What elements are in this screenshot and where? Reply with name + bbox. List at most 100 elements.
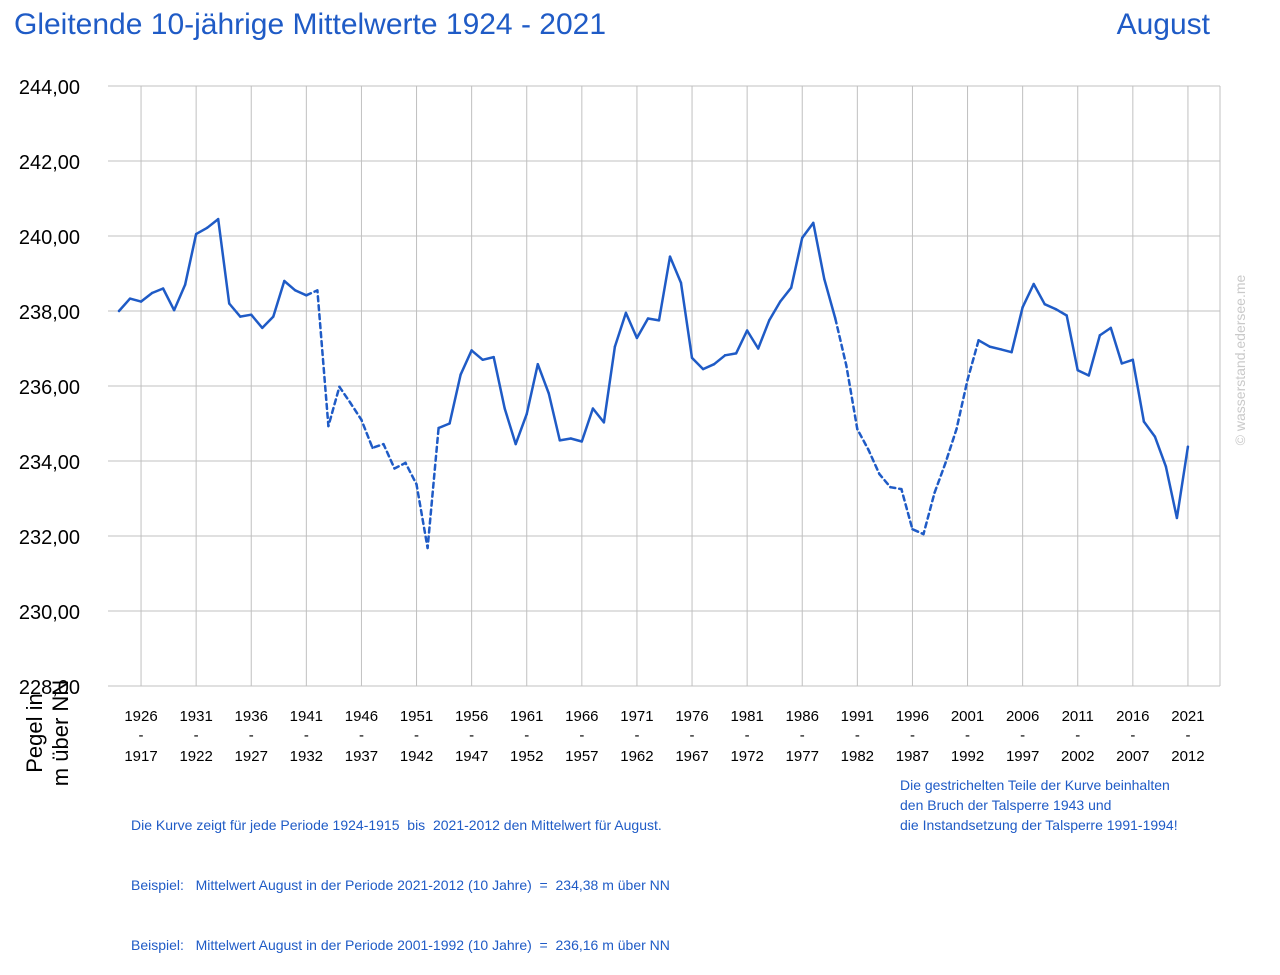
data-point (1131, 358, 1135, 361)
series-line-dashed (834, 317, 980, 536)
data-point (183, 283, 187, 286)
data-point (690, 356, 694, 360)
data-point (150, 291, 154, 295)
y-tick-label: 240,00 (19, 227, 80, 249)
data-point (889, 486, 892, 489)
data-point (977, 339, 980, 342)
x-tick-label-top: 2011 (1062, 708, 1094, 725)
x-tick-separator: - (1185, 727, 1190, 744)
data-point (635, 336, 639, 340)
data-point (734, 352, 738, 355)
data-point (525, 412, 528, 416)
x-tick-label-bottom: 1967 (675, 748, 708, 765)
x-tick-label-bottom: 2007 (1116, 748, 1149, 765)
data-point (393, 467, 396, 470)
data-point (1076, 369, 1079, 372)
x-tick-separator: - (800, 727, 805, 744)
data-point (723, 354, 727, 357)
watermark: © wasserstand.edersee.me (1232, 274, 1248, 446)
data-point (1109, 326, 1113, 330)
data-point (999, 348, 1002, 351)
series-line-solid (117, 217, 308, 330)
y-tick-label: 236,00 (19, 377, 80, 399)
grid (108, 85, 1221, 687)
y-tick-label: 244,00 (19, 77, 80, 99)
data-point (900, 487, 903, 491)
data-point (1142, 420, 1146, 423)
x-tick-label-bottom: 1922 (179, 748, 212, 765)
x-tick-label-top: 1971 (620, 708, 653, 725)
data-point (801, 236, 804, 240)
x-tick-label-bottom: 1937 (345, 748, 378, 765)
x-tick-separator: - (249, 727, 254, 744)
y-tick-label: 238,00 (19, 302, 80, 324)
y-tick-label: 232,00 (19, 527, 80, 549)
data-point (1175, 516, 1179, 520)
data-point (624, 311, 628, 315)
data-point (1153, 435, 1157, 438)
data-point (1032, 282, 1035, 286)
data-point (580, 440, 584, 443)
x-tick-separator: - (139, 727, 144, 744)
x-tick-label-top: 1941 (290, 708, 323, 725)
data-point (1164, 465, 1168, 468)
note-left-line: Beispiel: Mittelwert August in der Perio… (131, 877, 670, 893)
data-point (338, 385, 341, 388)
y-axis-label: Pegel in m über NN (22, 633, 78, 833)
x-tick-label-top: 2021 (1171, 708, 1204, 725)
note-right-line: Die gestrichelten Teile der Kurve beinha… (900, 777, 1170, 793)
data-point (955, 427, 958, 431)
x-tick-label-bottom: 1982 (841, 748, 874, 765)
data-point (360, 418, 363, 421)
line-chart: 228,00 230,00 232,00 234,00 236,00 238,00 240,… (19, 77, 1221, 765)
data-point (944, 461, 947, 465)
x-tick-label-top: 1986 (786, 708, 819, 725)
x-tick-separator: - (304, 727, 309, 744)
data-point (426, 546, 429, 550)
x-tick-label-top: 1981 (730, 708, 763, 725)
x-tick-label-bottom: 1962 (620, 748, 653, 765)
data-point (613, 345, 617, 348)
x-tick-separator: - (910, 727, 915, 744)
data-point (933, 491, 936, 495)
y-axis: 228,00 230,00 232,00 234,00 236,00 238,00 240,… (19, 77, 80, 699)
x-tick-label-top: 2006 (1006, 708, 1039, 725)
x-tick-label-top: 1991 (841, 708, 874, 725)
x-tick-label-top: 1976 (675, 708, 708, 725)
data-point (161, 287, 165, 290)
data-point (205, 226, 209, 229)
x-tick-label-bottom: 2002 (1061, 748, 1094, 765)
x-tick-label-bottom: 1917 (124, 748, 157, 765)
data-point (657, 319, 661, 322)
data-point (239, 315, 242, 318)
y-axis-label-line1: Pegel in (22, 693, 47, 773)
y-tick-label: 230,00 (19, 602, 80, 624)
data-point (602, 421, 606, 424)
x-tick-label-bottom: 1992 (951, 748, 984, 765)
data-point (437, 426, 440, 430)
data-point (1021, 306, 1024, 309)
x-tick-label-top: 1966 (565, 708, 598, 725)
x-tick-label-top: 1961 (510, 708, 543, 725)
data-series (117, 217, 1190, 550)
x-tick-label-bottom: 1942 (400, 748, 433, 765)
data-point (1043, 303, 1046, 306)
x-tick-label-top: 1996 (896, 708, 929, 725)
data-point (922, 532, 925, 536)
x-tick-separator: - (855, 727, 860, 744)
x-tick-separator: - (359, 727, 364, 744)
x-tick-label-bottom: 1987 (896, 748, 929, 765)
data-point (139, 300, 143, 303)
data-point (812, 221, 815, 225)
data-point (878, 472, 881, 476)
x-tick-separator: - (469, 727, 474, 744)
month-label: August (1116, 8, 1210, 41)
data-point (349, 401, 352, 405)
data-point (668, 255, 672, 258)
y-axis-label-line2: m über NN (48, 679, 73, 787)
data-point (867, 448, 870, 451)
data-point (481, 358, 484, 361)
series-line-dashed (305, 289, 440, 550)
data-point (834, 317, 837, 320)
note-left-line: Die Kurve zeigt für jede Periode 1924-19… (131, 817, 662, 833)
